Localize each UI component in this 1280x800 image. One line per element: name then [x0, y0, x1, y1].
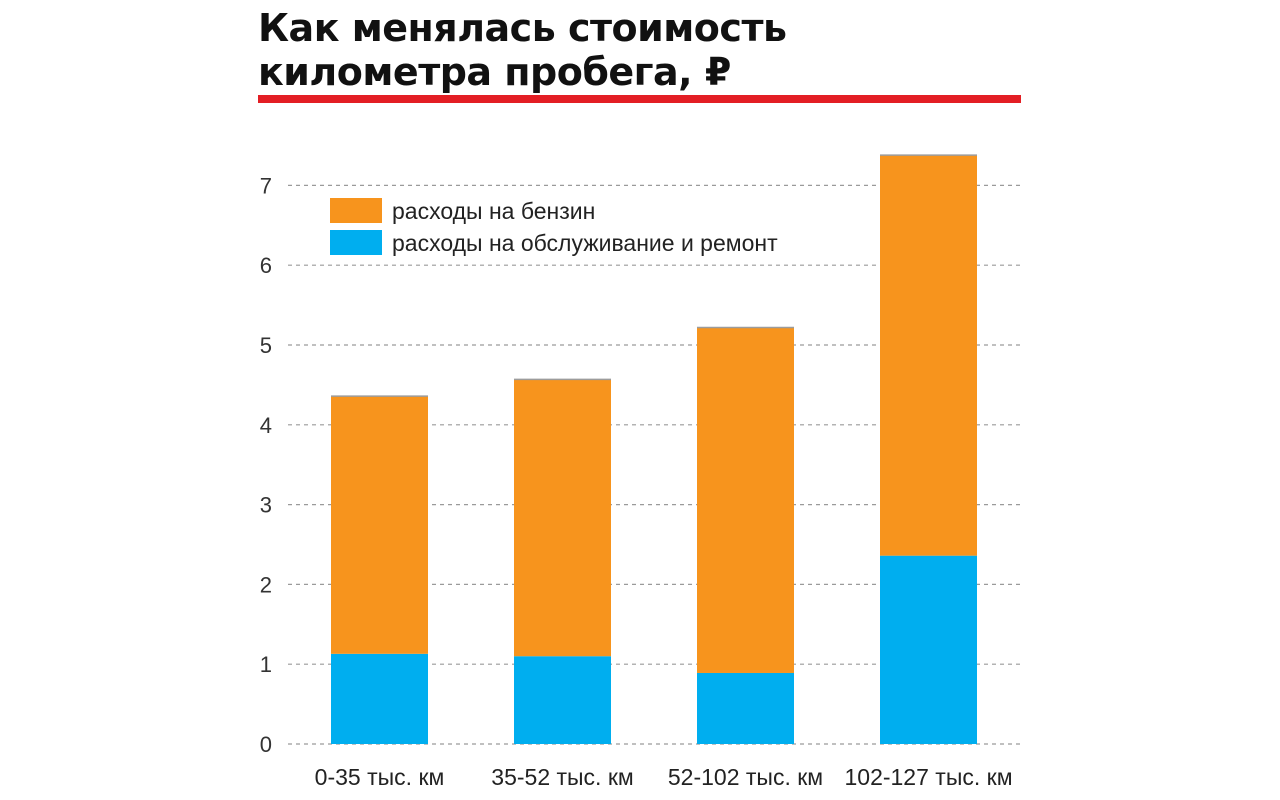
y-tick-label: 5	[260, 333, 272, 358]
x-category-label: 52-102 тыс. км	[668, 764, 823, 790]
y-tick-label: 1	[260, 652, 272, 677]
legend-label: расходы на бензин	[392, 198, 595, 224]
x-category-label: 35-52 тыс. км	[491, 764, 633, 790]
x-category-label: 0-35 тыс. км	[315, 764, 445, 790]
y-axis-ticks: 0 1 2 3 4 5 6 7	[260, 173, 272, 757]
legend-swatch	[330, 198, 382, 223]
title-underline	[258, 95, 1021, 103]
bar-segment	[514, 379, 611, 657]
chart-title: Как менялась стоимость километра пробега…	[258, 6, 787, 94]
legend-swatch	[330, 230, 382, 255]
bar-segment	[697, 327, 794, 673]
bar-segment	[514, 656, 611, 744]
y-tick-label: 0	[260, 732, 272, 757]
y-tick-label: 2	[260, 572, 272, 597]
legend-label: расходы на обслуживание и ремонт	[392, 230, 778, 256]
bar-segment	[880, 555, 977, 744]
y-tick-label: 4	[260, 413, 272, 438]
bar-segment	[331, 396, 428, 654]
x-axis-categories: 0-35 тыс. км 35-52 тыс. км 52-102 тыс. км 1…	[315, 764, 1013, 790]
bar-segment	[880, 155, 977, 556]
bar-segment	[697, 672, 794, 744]
y-tick-label: 7	[260, 173, 272, 198]
y-tick-label: 6	[260, 253, 272, 278]
bar-segment	[331, 653, 428, 744]
bars	[331, 154, 977, 744]
x-category-label: 102-127 тыс. км	[844, 764, 1012, 790]
y-tick-label: 3	[260, 493, 272, 518]
legend: расходы на бензин расходы на обслуживание…	[330, 198, 778, 256]
